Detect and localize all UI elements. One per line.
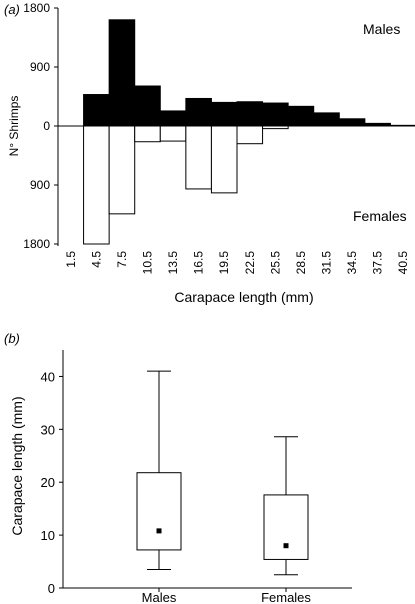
male-bar — [389, 124, 415, 127]
male-bar — [210, 101, 238, 127]
median-marker — [283, 543, 289, 549]
x-tick-label: 4.5 — [89, 251, 103, 268]
x-category-label: Males — [142, 590, 177, 604]
x-tick-label: 37.5 — [371, 251, 385, 275]
box — [263, 494, 309, 560]
x-tick-label: 19.5 — [217, 251, 231, 275]
x-tick-label: 25.5 — [268, 251, 282, 275]
y-tick-label: 0 — [43, 119, 50, 133]
y-tick-label: 900 — [30, 178, 50, 192]
male-bar — [338, 118, 366, 127]
panel-a-label: (a) — [4, 2, 20, 17]
y-tick-label: 1800 — [23, 237, 50, 251]
x-tick-label: 31.5 — [320, 251, 334, 275]
y-tick-label: 40 — [41, 369, 55, 384]
male-bar — [159, 110, 187, 127]
panel-a-y-axis-label: N° Shrimps — [7, 96, 21, 157]
female-bar — [262, 125, 289, 130]
panel-b-label: (b) — [4, 331, 20, 346]
male-bar — [185, 97, 212, 127]
female-bar — [108, 125, 136, 215]
x-tick-label: 10.5 — [141, 251, 155, 275]
x-tick-label: 34.5 — [345, 251, 359, 275]
male-bar — [313, 112, 340, 127]
x-category-label: Females — [261, 590, 311, 604]
panel-b-plot: 0 10 20 30 40 Males Females — [41, 350, 352, 604]
x-tick-label: 1.5 — [64, 251, 78, 268]
y-tick-label: 10 — [41, 528, 55, 543]
x-tick-label: 28.5 — [294, 251, 308, 275]
male-bar — [236, 101, 264, 127]
male-bar — [108, 19, 136, 127]
y-tick-label: 0 — [48, 581, 55, 596]
legend-males-label: Males — [363, 21, 400, 37]
panel-b: (b) Carapace length (mm) 0 10 20 30 40 Males F… — [4, 331, 352, 604]
female-bar — [236, 125, 264, 145]
x-tick-label: 40.5 — [396, 251, 410, 275]
x-tick-label: 7.5 — [115, 251, 129, 268]
y-tick-label: 900 — [30, 60, 50, 74]
female-bar — [159, 125, 187, 142]
y-tick-label: 1800 — [23, 1, 50, 15]
female-bar — [134, 125, 161, 143]
male-bar — [134, 85, 161, 127]
panel-a-x-axis-label: Carapace length (mm) — [174, 289, 313, 305]
panel-a-x-ticks: 1.5 4.5 7.5 10.5 13.5 16.5 19.5 22.5 25.5 28.5 31.… — [64, 251, 410, 275]
y-tick-label: 30 — [41, 422, 55, 437]
female-bar — [185, 125, 212, 190]
median-marker — [156, 528, 162, 534]
x-tick-label: 22.5 — [243, 251, 257, 275]
male-bar — [287, 105, 315, 127]
female-bar — [83, 125, 110, 245]
panel-a: (a) N° Shrimps Males Females 1800 900 0 900… — [4, 1, 415, 305]
female-bar — [210, 125, 238, 194]
box — [136, 472, 182, 551]
male-bar — [364, 122, 391, 127]
panel-a-y-ticks: 1800 900 0 900 1800 — [23, 1, 58, 251]
panel-b-y-axis-label: Carapace length (mm) — [9, 396, 25, 535]
male-bar — [262, 102, 289, 127]
x-tick-label: 16.5 — [192, 251, 206, 275]
legend-females-label: Females — [353, 208, 407, 224]
x-tick-label: 13.5 — [166, 251, 180, 275]
y-tick-label: 20 — [41, 475, 55, 490]
male-bar — [83, 94, 110, 127]
panel-a-plot — [57, 8, 415, 246]
